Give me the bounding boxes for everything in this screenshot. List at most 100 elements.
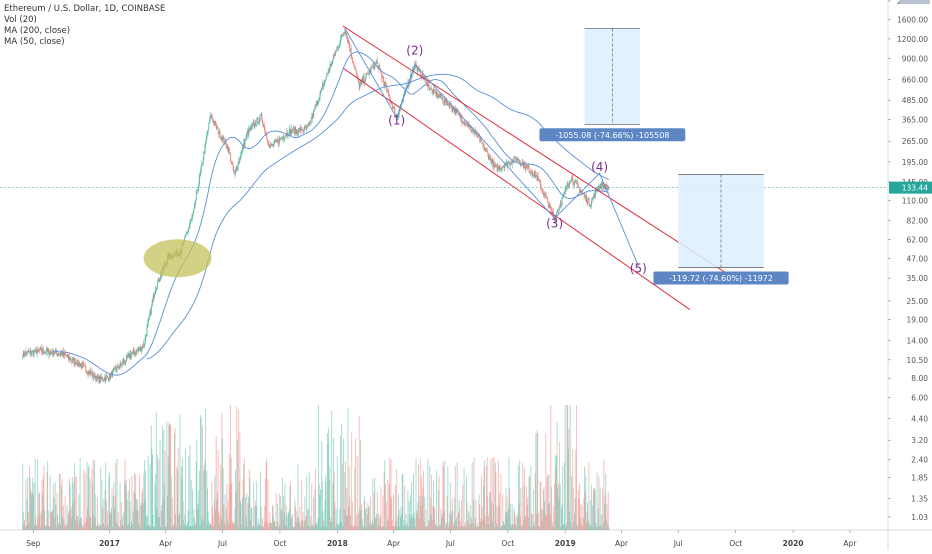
volume-bar xyxy=(434,523,436,530)
candle-body xyxy=(185,233,187,235)
candle-body xyxy=(350,48,351,52)
price-axis[interactable]: 2100.001600.001200.00900.00660.00485.003… xyxy=(888,0,928,522)
candle-body xyxy=(104,377,105,381)
legend-ma50[interactable]: MA (50, close) xyxy=(4,37,65,47)
candle-body xyxy=(318,100,320,102)
candle-body xyxy=(62,351,64,356)
candle-body xyxy=(60,353,62,354)
candle-body xyxy=(138,347,140,350)
wave-label[interactable]: (1) xyxy=(388,113,405,127)
candle-body xyxy=(105,375,107,381)
wave-label[interactable]: (4) xyxy=(591,160,608,174)
volume-bar xyxy=(278,493,280,530)
candle-body xyxy=(43,352,45,354)
volume-bar xyxy=(208,521,210,530)
volume-bar xyxy=(232,524,234,530)
candle-body xyxy=(77,359,79,366)
candle-body xyxy=(135,349,137,354)
candle-body xyxy=(68,356,70,359)
candle-body xyxy=(83,364,85,365)
candle-body xyxy=(253,123,255,124)
wave-label[interactable]: (3) xyxy=(546,217,563,231)
candle-body xyxy=(393,106,395,108)
candle-body xyxy=(271,145,273,147)
wave-path[interactable] xyxy=(344,28,639,267)
volume-bar xyxy=(454,497,456,530)
price-tick-label: 10.50 xyxy=(907,356,929,365)
volume-bar xyxy=(566,405,568,530)
legend-ma200[interactable]: MA (200, close) xyxy=(4,26,71,36)
candle-body xyxy=(367,73,369,74)
volume-bar xyxy=(606,503,608,530)
candle-body xyxy=(395,115,397,116)
volume-bar xyxy=(310,516,311,530)
candle-body xyxy=(74,359,76,364)
candle-body xyxy=(293,128,295,129)
candle-body xyxy=(601,184,602,188)
candle-body xyxy=(350,48,352,55)
candle-body xyxy=(291,129,293,133)
volume-bar xyxy=(577,490,579,530)
volume-bar xyxy=(423,521,425,530)
volume-bar xyxy=(254,506,256,530)
volume-bar xyxy=(520,488,522,530)
volume-bar xyxy=(444,526,446,530)
time-tick-label: Apr xyxy=(159,539,173,548)
channel-line-1[interactable] xyxy=(342,25,726,274)
volume-bar xyxy=(479,504,481,530)
axis-scroll-handle[interactable] xyxy=(900,0,930,4)
volume-bar xyxy=(428,520,430,530)
volume-bar xyxy=(78,494,80,530)
candle-body xyxy=(598,186,600,189)
legend-symbol[interactable]: Ethereum / U.S. Dollar, 1D, COINBASE xyxy=(4,4,166,14)
candle-body xyxy=(240,152,242,157)
candle-body xyxy=(396,117,398,119)
highlight-ellipse[interactable] xyxy=(143,239,212,278)
candle-body xyxy=(437,96,439,98)
candle-body xyxy=(198,183,200,189)
time-axis[interactable]: Sep 2017 Apr Jul Oct 2018 Apr Jul Oct 2019 Apr Jul O… xyxy=(26,530,857,548)
volume-bar xyxy=(49,476,51,530)
candle-body xyxy=(516,157,518,160)
volume-bar xyxy=(243,458,245,530)
volume-bar xyxy=(607,524,609,530)
volume-bar xyxy=(332,483,334,530)
candle-body xyxy=(575,180,577,182)
wave-label[interactable]: (5) xyxy=(630,262,647,276)
candle-body xyxy=(131,353,133,355)
candle-body xyxy=(57,353,59,355)
volume-bar xyxy=(131,475,133,530)
candle-body xyxy=(203,151,205,160)
candle-body xyxy=(250,127,252,130)
channel-line-2[interactable] xyxy=(342,67,691,311)
volume-bar xyxy=(180,466,182,530)
volume-bar xyxy=(333,438,335,530)
volume-bar xyxy=(421,476,423,530)
volume-bar xyxy=(103,498,105,530)
volume-bar xyxy=(433,480,434,530)
projection-measure-1[interactable]: -1055.08 (-74.66%) -105508 xyxy=(539,28,686,142)
volume-bar xyxy=(562,524,564,530)
volume-bar xyxy=(368,507,369,530)
candle-body xyxy=(472,129,474,132)
volume-bar xyxy=(192,526,194,530)
volume-bar xyxy=(401,474,403,530)
candle-body xyxy=(366,73,368,74)
volume-bar xyxy=(133,491,135,530)
wave-label[interactable]: (2) xyxy=(406,44,423,58)
candle-body xyxy=(152,295,154,300)
volume-bar xyxy=(523,486,525,530)
candle-body xyxy=(499,167,501,171)
volume-bar xyxy=(80,517,82,530)
volume-bar xyxy=(105,500,107,530)
volume-bar xyxy=(550,405,552,530)
legend-volume[interactable]: Vol (20) xyxy=(4,15,37,25)
projection-measure-2[interactable]: -119.72 (-74.60%) -11972 xyxy=(653,174,789,285)
candle-body xyxy=(345,33,347,35)
candle-body xyxy=(354,67,356,69)
volume-bar xyxy=(378,513,379,530)
candle-body xyxy=(117,365,119,369)
candle-body xyxy=(534,171,536,174)
